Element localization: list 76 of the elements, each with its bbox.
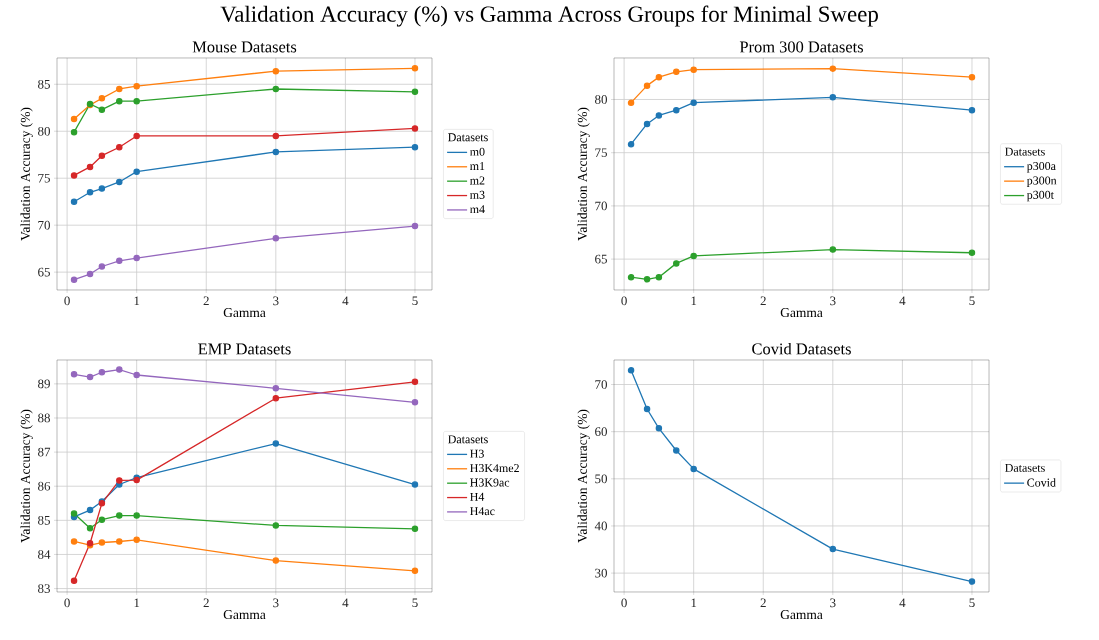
legend-title: Datasets <box>448 133 488 142</box>
y-tick-label: 40 <box>594 521 607 531</box>
legend-label: Covid <box>1027 478 1056 487</box>
x-tick-label: 5 <box>969 296 975 306</box>
x-axis-title: Gamma <box>223 610 266 620</box>
x-tick-label: 4 <box>342 598 349 608</box>
x-tick-label: 2 <box>760 598 766 608</box>
chart-title: Mouse Datasets <box>192 41 297 53</box>
y-tick-label: 70 <box>595 201 607 211</box>
x-tick-label: 1 <box>691 598 697 608</box>
legend-label: m3 <box>470 190 485 199</box>
x-tick-label: 2 <box>203 296 209 306</box>
legend-label: m1 <box>470 162 485 170</box>
y-axis-title: Validation Accuracy (%) <box>577 409 590 543</box>
x-axis-title: Gamma <box>223 308 266 318</box>
x-tick-label: 2 <box>203 598 209 608</box>
x-tick-label: 1 <box>134 296 140 306</box>
x-tick-label: 4 <box>342 296 349 306</box>
y-tick-label: 85 <box>38 515 50 525</box>
x-tick-label: 3 <box>273 598 279 608</box>
y-axis-title: Validation Accuracy (%) <box>20 107 33 241</box>
x-tick-label: 5 <box>412 296 418 306</box>
y-tick-label: 89 <box>38 379 50 389</box>
x-tick-label: 3 <box>830 296 836 306</box>
legend-title: Datasets <box>1005 463 1045 472</box>
legend-label: H4ac <box>470 507 495 516</box>
y-tick-label: 80 <box>595 95 607 104</box>
x-tick-label: 0 <box>621 296 627 306</box>
y-tick-label: 60 <box>595 427 607 437</box>
y-tick-label: 70 <box>595 380 607 389</box>
x-tick-label: 0 <box>64 598 70 608</box>
x-tick-label: 1 <box>134 598 140 608</box>
chart-title: Covid Datasets <box>752 342 851 355</box>
x-tick-label: 5 <box>412 598 418 608</box>
y-tick-label: 50 <box>595 474 607 484</box>
y-tick-label: 65 <box>38 267 50 277</box>
y-tick-label: 88 <box>38 413 50 423</box>
text: Validation Accuracy (%) vs Gamma Across Groups for Minimal Sweep <box>220 5 878 27</box>
x-tick-label: 3 <box>830 598 836 608</box>
y-tick-label: 75 <box>595 148 607 157</box>
y-tick-label: 70 <box>38 220 50 230</box>
y-axis-title: Validation Accuracy (%) <box>577 107 590 241</box>
legend-label: m4 <box>470 205 485 214</box>
legend-label: H3 <box>470 449 484 458</box>
legend-label: H3K4me2 <box>470 464 519 473</box>
x-axis-title: Gamma <box>780 610 823 620</box>
legend-label: p300t <box>1026 190 1054 202</box>
legend-title: Datasets <box>448 435 488 444</box>
y-tick-label: 87 <box>38 447 51 457</box>
x-tick-label: 4 <box>899 598 906 608</box>
legend-label: p300n <box>1026 176 1057 187</box>
y-tick-label: 80 <box>38 126 50 136</box>
legend-label: m0 <box>470 147 485 156</box>
x-tick-label: 0 <box>64 296 70 306</box>
y-axis-title: Validation Accuracy (%) <box>20 409 33 543</box>
y-tick-label: 75 <box>38 173 50 183</box>
chart-title: Prom 300 Datasets <box>739 41 863 53</box>
y-tick-label: 83 <box>38 584 50 593</box>
y-tick-label: 30 <box>595 568 607 578</box>
legend-title: Datasets <box>1005 147 1045 156</box>
chart-title: EMP Datasets <box>198 343 291 355</box>
y-tick-label: 65 <box>595 254 607 264</box>
y-tick-label: 84 <box>38 550 51 559</box>
x-tick-label: 3 <box>273 296 279 306</box>
y-tick-label: 85 <box>38 79 50 89</box>
legend-label: H4 <box>470 492 485 501</box>
y-tick-label: 86 <box>38 481 51 491</box>
x-tick-label: 5 <box>969 598 975 608</box>
legend-label: H3K9ac <box>470 478 510 487</box>
legend-label: p300a <box>1026 161 1056 173</box>
x-tick-label: 4 <box>899 296 906 306</box>
x-tick-label: 2 <box>760 296 766 306</box>
x-tick-label: 0 <box>621 598 627 608</box>
x-axis-title: Gamma <box>780 308 823 318</box>
x-tick-label: 1 <box>691 296 697 306</box>
legend-label: m2 <box>470 176 485 185</box>
